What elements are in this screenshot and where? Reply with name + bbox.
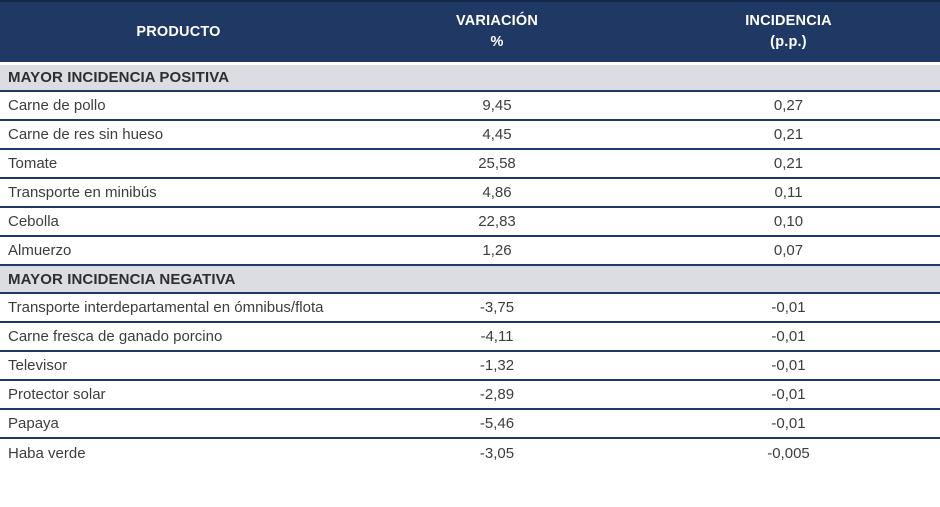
incidencia-cell: 0,27 [637, 91, 940, 121]
column-header-variacion-unit: % [490, 33, 504, 50]
table-row: Cebolla 22,83 0,10 [0, 207, 940, 237]
table-header: PRODUCTO VARIACIÓN% INCIDENCIA (p.p.) [0, 1, 940, 65]
section-header-positive: MAYOR INCIDENCIA POSITIVA [0, 63, 940, 92]
column-header-variacion-label: VARIACIÓN [455, 13, 539, 30]
column-header-incidencia-label: INCIDENCIA [745, 13, 832, 30]
variacion-cell: 9,45 [357, 91, 637, 121]
variacion-cell: 22,83 [357, 207, 637, 237]
product-cell: Cebolla [0, 207, 357, 237]
incidencia-cell: 0,07 [637, 236, 940, 266]
incidence-table: PRODUCTO VARIACIÓN% INCIDENCIA (p.p.) MAY… [0, 1, 940, 467]
table-row: Televisor -1,32 -0,01 [0, 351, 940, 381]
product-cell: Papaya [0, 409, 357, 439]
product-cell: Transporte interdepartamental en ómnibus… [0, 293, 357, 323]
product-cell: Almuerzo [0, 236, 357, 266]
incidencia-cell: 0,21 [637, 149, 940, 179]
variacion-cell: 4,86 [357, 178, 637, 208]
product-cell: Protector solar [0, 380, 357, 410]
product-cell: Carne de res sin hueso [0, 120, 357, 150]
section-title: MAYOR INCIDENCIA POSITIVA [0, 63, 940, 92]
variacion-cell: -1,32 [357, 351, 637, 381]
variacion-cell: -2,89 [357, 380, 637, 410]
column-header-incidencia: INCIDENCIA (p.p.) [637, 1, 940, 65]
variacion-cell: -3,05 [357, 438, 637, 467]
table-row: Carne fresca de ganado porcino -4,11 -0,… [0, 322, 940, 352]
table-row: Tomate 25,58 0,21 [0, 149, 940, 179]
incidencia-cell: 0,11 [637, 178, 940, 208]
product-cell: Televisor [0, 351, 357, 381]
column-header-incidencia-unit: (p.p.) [770, 33, 807, 50]
variacion-cell: -5,46 [357, 409, 637, 439]
variacion-cell: 1,26 [357, 236, 637, 266]
product-cell: Transporte en minibús [0, 178, 357, 208]
incidencia-cell: -0,01 [637, 380, 940, 410]
table-row: Papaya -5,46 -0,01 [0, 409, 940, 439]
incidencia-cell: -0,005 [637, 438, 940, 467]
variacion-cell: 25,58 [357, 149, 637, 179]
column-header-producto: PRODUCTO [0, 1, 357, 65]
incidencia-cell: -0,01 [637, 322, 940, 352]
product-cell: Haba verde [0, 438, 357, 467]
incidencia-cell: -0,01 [637, 351, 940, 381]
variacion-cell: 4,45 [357, 120, 637, 150]
column-header-variacion: VARIACIÓN% [357, 1, 637, 65]
variacion-cell: -4,11 [357, 322, 637, 352]
table-row: Transporte en minibús 4,86 0,11 [0, 178, 940, 208]
table-row: Carne de res sin hueso 4,45 0,21 [0, 120, 940, 150]
variacion-cell: -3,75 [357, 293, 637, 323]
incidencia-cell: 0,21 [637, 120, 940, 150]
header-row: PRODUCTO VARIACIÓN% INCIDENCIA (p.p.) [0, 1, 940, 65]
table-row: Transporte interdepartamental en ómnibus… [0, 293, 940, 323]
incidencia-cell: -0,01 [637, 409, 940, 439]
product-cell: Carne de pollo [0, 91, 357, 121]
table-row: Almuerzo 1,26 0,07 [0, 236, 940, 266]
incidencia-cell: -0,01 [637, 293, 940, 323]
table-body: MAYOR INCIDENCIA POSITIVA Carne de pollo… [0, 63, 940, 467]
product-cell: Carne fresca de ganado porcino [0, 322, 357, 352]
table-row: Haba verde -3,05 -0,005 [0, 438, 940, 467]
product-cell: Tomate [0, 149, 357, 179]
table-row: Carne de pollo 9,45 0,27 [0, 91, 940, 121]
incidencia-cell: 0,10 [637, 207, 940, 237]
section-header-negative: MAYOR INCIDENCIA NEGATIVA [0, 265, 940, 294]
table-row: Protector solar -2,89 -0,01 [0, 380, 940, 410]
section-title: MAYOR INCIDENCIA NEGATIVA [0, 265, 940, 294]
column-header-producto-label: PRODUCTO [136, 23, 221, 40]
